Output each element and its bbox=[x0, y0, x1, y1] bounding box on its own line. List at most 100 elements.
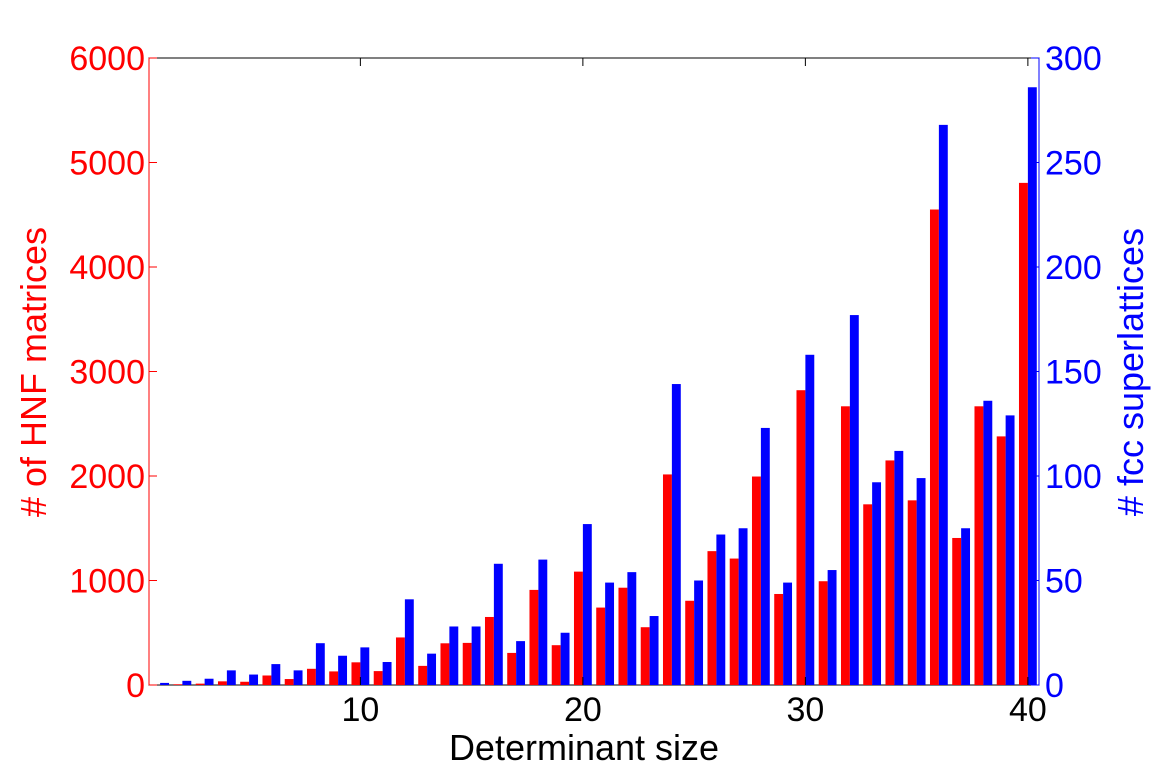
left-y-tick-label: 5000 bbox=[69, 145, 145, 183]
fcc-bar-5 bbox=[249, 674, 259, 685]
hnf-bar-5 bbox=[240, 681, 250, 685]
hnf-bar-6 bbox=[262, 675, 272, 685]
hnf-bar-20 bbox=[573, 571, 583, 685]
hnf-bar-17 bbox=[507, 652, 517, 685]
fcc-bar-32 bbox=[849, 315, 859, 685]
fcc-bar-26 bbox=[716, 534, 726, 685]
hnf-bar-34 bbox=[885, 460, 895, 685]
left-y-tick-label: 1000 bbox=[69, 563, 145, 601]
fcc-bar-9 bbox=[338, 655, 348, 685]
fcc-bar-15 bbox=[471, 626, 481, 685]
fcc-bar-1 bbox=[160, 682, 170, 685]
fcc-bar-40 bbox=[1027, 87, 1037, 685]
fcc-bar-23 bbox=[649, 616, 659, 685]
hnf-bar-35 bbox=[907, 500, 917, 685]
right-y-tick-label: 50 bbox=[1045, 563, 1083, 601]
fcc-bar-35 bbox=[916, 478, 926, 685]
fcc-bar-2 bbox=[182, 680, 192, 685]
hnf-bar-29 bbox=[774, 593, 784, 685]
left-y-ticks: 0 1000 2000 3000 4000 5000 6000 bbox=[69, 40, 157, 705]
fcc-bar-7 bbox=[293, 670, 303, 685]
hnf-bar-18 bbox=[529, 589, 539, 685]
fcc-bar-39 bbox=[1005, 415, 1015, 685]
fcc-bar-17 bbox=[516, 641, 526, 685]
fcc-bar-34 bbox=[894, 450, 904, 685]
fcc-bar-27 bbox=[738, 528, 748, 685]
hnf-bar-16 bbox=[484, 616, 494, 685]
hnf-bar-23 bbox=[640, 627, 650, 685]
hnf-bar-30 bbox=[796, 390, 806, 685]
fcc-bar-29 bbox=[783, 582, 793, 685]
hnf-bar-38 bbox=[974, 406, 984, 685]
hnf-bar-37 bbox=[952, 537, 962, 685]
right-y-tick-label: 200 bbox=[1045, 249, 1102, 287]
right-y-tick-label: 0 bbox=[1045, 667, 1064, 705]
fcc-bar-4 bbox=[226, 670, 236, 685]
hnf-bar-39 bbox=[996, 436, 1006, 685]
fcc-bar-22 bbox=[627, 572, 637, 685]
hnf-bar-2 bbox=[173, 684, 183, 685]
hnf-bar-11 bbox=[373, 671, 383, 685]
hnf-bar-31 bbox=[818, 581, 828, 685]
x-ticks: 10 20 30 40 bbox=[341, 58, 1047, 729]
fcc-bar-11 bbox=[382, 662, 392, 685]
hnf-bar-4 bbox=[217, 681, 227, 685]
hnf-bar-36 bbox=[929, 209, 939, 685]
fcc-bar-20 bbox=[582, 524, 592, 685]
hnf-bar-21 bbox=[596, 607, 606, 685]
hnf-bar-33 bbox=[863, 504, 873, 685]
left-y-tick-label: 3000 bbox=[69, 354, 145, 392]
x-tick-label: 40 bbox=[1009, 691, 1047, 729]
fcc-bar-18 bbox=[538, 559, 548, 685]
hnf-bar-10 bbox=[351, 662, 361, 685]
x-tick-label: 20 bbox=[564, 691, 602, 729]
fcc-bar-10 bbox=[360, 647, 370, 685]
hnf-bar-13 bbox=[418, 665, 428, 685]
fcc-bar-21 bbox=[605, 582, 615, 685]
hnf-bar-12 bbox=[395, 637, 405, 685]
right-y-tick-label: 100 bbox=[1045, 458, 1102, 496]
fcc-bar-30 bbox=[805, 354, 815, 685]
hnf-bar-19 bbox=[551, 645, 561, 685]
x-tick-label: 30 bbox=[786, 691, 824, 729]
hnf-bar-28 bbox=[751, 476, 761, 685]
hnf-bar-26 bbox=[707, 551, 717, 685]
fcc-bar-13 bbox=[427, 653, 437, 685]
hnf-bar-25 bbox=[685, 600, 695, 685]
right-y-tick-label: 300 bbox=[1045, 40, 1102, 78]
plot-area bbox=[148, 57, 1040, 686]
right-y-tick-label: 250 bbox=[1045, 145, 1102, 183]
fcc-bar-16 bbox=[493, 563, 503, 685]
fcc-bar-36 bbox=[938, 124, 948, 685]
right-y-ticks: 0 50 100 150 200 250 300 bbox=[1031, 40, 1102, 705]
hnf-bar-27 bbox=[729, 558, 739, 685]
x-axis-label: Determinant size bbox=[449, 727, 719, 768]
hnf-bar-32 bbox=[840, 406, 850, 685]
hnf-bar-8 bbox=[306, 668, 316, 685]
fcc-bar-14 bbox=[449, 626, 459, 685]
fcc-bar-31 bbox=[827, 570, 837, 685]
fcc-bar-25 bbox=[694, 580, 704, 685]
fcc-bar-12 bbox=[404, 599, 414, 685]
hnf-bar-14 bbox=[440, 643, 450, 685]
hnf-bar-15 bbox=[462, 642, 472, 685]
right-y-tick-label: 150 bbox=[1045, 354, 1102, 392]
fcc-bar-24 bbox=[671, 384, 681, 685]
x-tick-label: 10 bbox=[341, 691, 379, 729]
fcc-bar-33 bbox=[872, 482, 882, 685]
fcc-bar-3 bbox=[204, 678, 214, 685]
left-y-tick-label: 6000 bbox=[69, 40, 145, 78]
hnf-bar-22 bbox=[618, 587, 628, 685]
fcc-bar-19 bbox=[560, 632, 570, 685]
bars-group bbox=[151, 87, 1037, 685]
fcc-bar-6 bbox=[271, 664, 281, 685]
fcc-bar-8 bbox=[315, 643, 325, 685]
left-y-axis-label: # of HNF matrices bbox=[13, 227, 54, 517]
right-y-axis-label: # fcc superlattices bbox=[1110, 228, 1151, 516]
hnf-bar-40 bbox=[1018, 182, 1028, 685]
fcc-bar-37 bbox=[961, 528, 971, 685]
left-y-tick-label: 2000 bbox=[69, 458, 145, 496]
hnf-bar-7 bbox=[284, 679, 294, 685]
hnf-bar-24 bbox=[662, 474, 672, 685]
